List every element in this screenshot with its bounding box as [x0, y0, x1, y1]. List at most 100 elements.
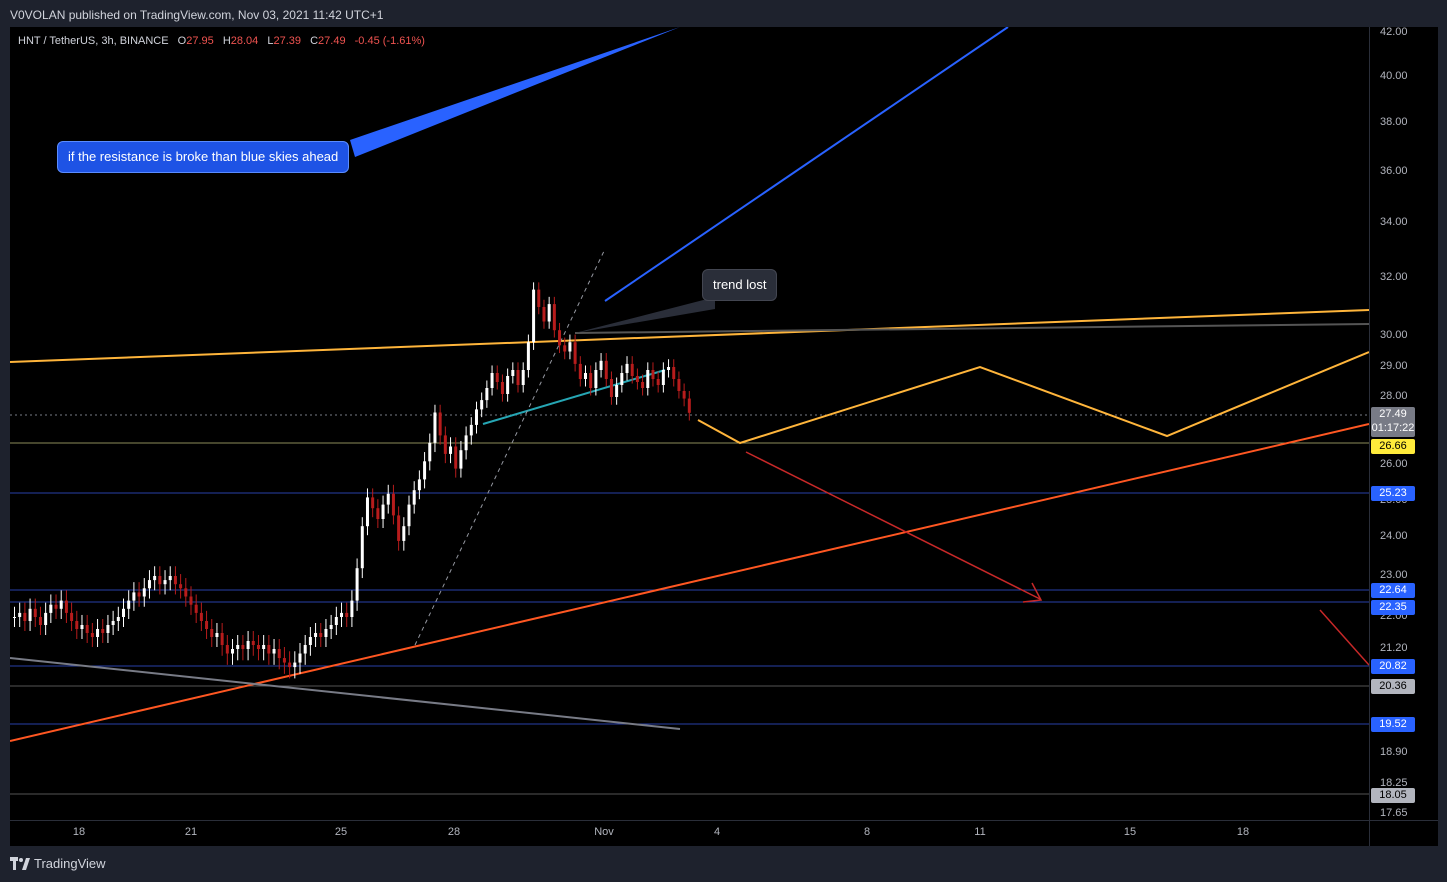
- candle-body: [423, 461, 427, 480]
- price-tick-label: 24.00: [1380, 530, 1408, 542]
- price-tick-label: 21.20: [1380, 642, 1408, 654]
- teal-trend-line: [482, 369, 666, 425]
- candle-body: [526, 342, 530, 370]
- candle-body: [49, 604, 53, 613]
- candle-body: [552, 304, 556, 331]
- price-tick-label: 34.00: [1380, 216, 1408, 228]
- price-tick-label: 18.25: [1380, 777, 1408, 789]
- price-scale-tag: 25.23: [1371, 486, 1415, 501]
- candle-body: [573, 342, 577, 364]
- price-axis[interactable]: 42.00 40.00 38.00 36.00 34.00 32.00 30.00 29.00…: [1369, 26, 1438, 820]
- price-tick-label: 40.00: [1380, 70, 1408, 82]
- candle-body: [215, 633, 219, 637]
- candle-body: [33, 608, 37, 617]
- candle-body: [194, 604, 198, 613]
- candle-body: [101, 629, 105, 633]
- price-scale-tag: 22.35: [1371, 600, 1415, 615]
- trend-lost-callout[interactable]: trend lost: [702, 269, 778, 301]
- candle-body: [615, 385, 619, 397]
- candle-body: [682, 391, 686, 399]
- candle-body: [687, 398, 691, 413]
- candle-body: [277, 649, 281, 659]
- candle-body: [116, 617, 120, 621]
- candle-body: [589, 373, 593, 388]
- price-tick-label: 32.00: [1380, 271, 1408, 283]
- candle-body: [485, 388, 489, 401]
- candles-group: [13, 282, 691, 679]
- candle-body: [70, 612, 74, 621]
- candle-body: [376, 508, 380, 519]
- axis-corner: [1369, 820, 1438, 847]
- time-axis[interactable]: 18 21 25 28 Nov 4 8 11 15 18: [10, 820, 1369, 847]
- candle-body: [205, 621, 209, 629]
- price-tick-label: 29.00: [1380, 360, 1408, 372]
- price-scale-tag: 26.66: [1371, 439, 1415, 454]
- time-tick-label: 25: [334, 826, 348, 838]
- candle-body: [163, 580, 167, 585]
- orange-support-line: [10, 423, 1369, 742]
- price-scale-tag: 27.49 01:17:22: [1371, 407, 1415, 437]
- low-value: 27.39: [273, 35, 302, 47]
- candle-body: [360, 526, 364, 569]
- candle-body: [490, 373, 494, 388]
- candle-body: [314, 633, 318, 637]
- tradingview-logo[interactable]: TradingView: [10, 856, 106, 871]
- candle-body: [18, 612, 22, 617]
- candle-body: [594, 370, 598, 388]
- publisher-line: V0VOLAN published on TradingView.com, No…: [10, 8, 384, 22]
- candle-body: [75, 621, 79, 629]
- change-value: -0.45 (-1.61%): [354, 35, 425, 47]
- candle-body: [168, 576, 172, 581]
- candle-body: [511, 370, 515, 376]
- candle-body: [345, 612, 349, 617]
- candle-body: [132, 592, 136, 601]
- candle-body: [547, 304, 551, 322]
- candle-body: [609, 379, 613, 397]
- candle-body: [179, 584, 183, 589]
- candle-body: [516, 370, 520, 385]
- candle-body: [262, 645, 266, 649]
- candle-body: [288, 662, 292, 668]
- chart-pane[interactable]: HNT / TetherUS, 3h, BINANCE O27.95 H28.0…: [10, 27, 1369, 820]
- candle-body: [402, 526, 406, 541]
- candle-body: [386, 493, 390, 505]
- chart-svg[interactable]: [10, 27, 1369, 820]
- price-scale-tag: 22.64: [1371, 583, 1415, 598]
- time-tick-label: 28: [447, 826, 461, 838]
- candle-body: [246, 641, 250, 649]
- candle-body: [298, 653, 302, 663]
- top-bar: V0VOLAN published on TradingView.com, No…: [0, 0, 1447, 27]
- candle-body: [625, 363, 629, 373]
- time-tick-label: 8: [863, 826, 871, 838]
- trend-callout-pointer: [575, 297, 715, 333]
- time-tick-label: 21: [184, 826, 198, 838]
- price-tick-label: 18.90: [1380, 746, 1408, 758]
- dashed-trend-line: [414, 248, 606, 646]
- candle-body: [558, 330, 562, 346]
- red-arrow-head: [1022, 582, 1043, 603]
- candle-body: [433, 412, 437, 443]
- candle-body: [500, 382, 504, 394]
- candle-body: [85, 625, 89, 633]
- candle-body: [329, 625, 333, 629]
- candle-body: [661, 370, 665, 385]
- candle-body: [469, 424, 473, 436]
- candle-body: [282, 658, 286, 663]
- candle-body: [568, 342, 572, 352]
- blue-skies-callout[interactable]: if the resistance is broke than blue ski…: [57, 141, 350, 173]
- candle-body: [23, 612, 27, 621]
- candle-body: [412, 490, 416, 505]
- candle-body: [173, 576, 177, 585]
- candle-body: [459, 450, 463, 469]
- yellow-resistance-line: [10, 309, 1369, 363]
- time-tick-label: 4: [713, 826, 721, 838]
- price-tick-label: 26.00: [1380, 458, 1408, 470]
- candle-body: [90, 633, 94, 637]
- candle-body: [454, 446, 458, 469]
- candle-body: [127, 600, 131, 609]
- candle-body: [428, 442, 432, 462]
- price-scale-tag: 19.52: [1371, 717, 1415, 732]
- candle-body: [578, 363, 582, 379]
- symbol-legend: HNT / TetherUS, 3h, BINANCE O27.95 H28.0…: [18, 35, 425, 47]
- candle-body: [350, 600, 354, 617]
